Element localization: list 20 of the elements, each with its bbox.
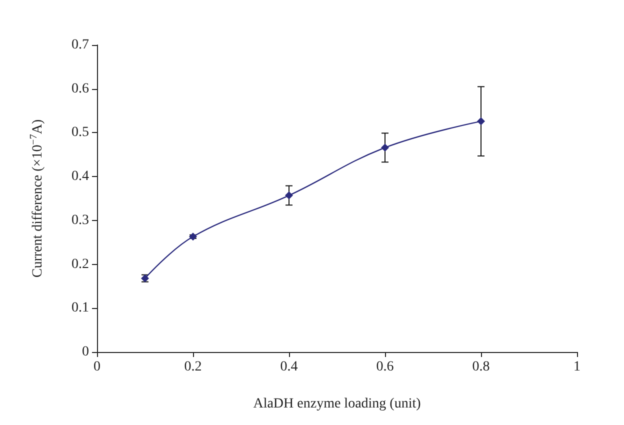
x-tick-label: 1 [574, 360, 580, 374]
x-tick-label: 0.2 [184, 360, 202, 374]
x-axis-title: AlaDH enzyme loading (unit) [253, 396, 422, 412]
y-tick-label: 0.6 [72, 81, 89, 96]
y-tick-label: 0.7 [72, 38, 89, 52]
x-tick-label: 0.6 [376, 360, 394, 374]
y-tick-label: 0.1 [72, 300, 89, 316]
y-tick-label: 0.2 [72, 256, 89, 272]
point [381, 144, 389, 152]
y-tick-label: 0 [82, 344, 89, 360]
y-axis-title: Current difference (×10−7A) [28, 119, 46, 278]
x-tick-label: 0.4 [280, 360, 298, 374]
y-tick-label: 0.4 [72, 169, 89, 184]
point [189, 232, 197, 241]
y-tick-label: 0.3 [72, 212, 89, 228]
x-tick-label: 0 [94, 360, 100, 374]
x-tick-label: 0.8 [472, 360, 490, 374]
point [477, 117, 485, 126]
point [285, 191, 293, 200]
y-tick-label: 0.5 [72, 125, 89, 140]
